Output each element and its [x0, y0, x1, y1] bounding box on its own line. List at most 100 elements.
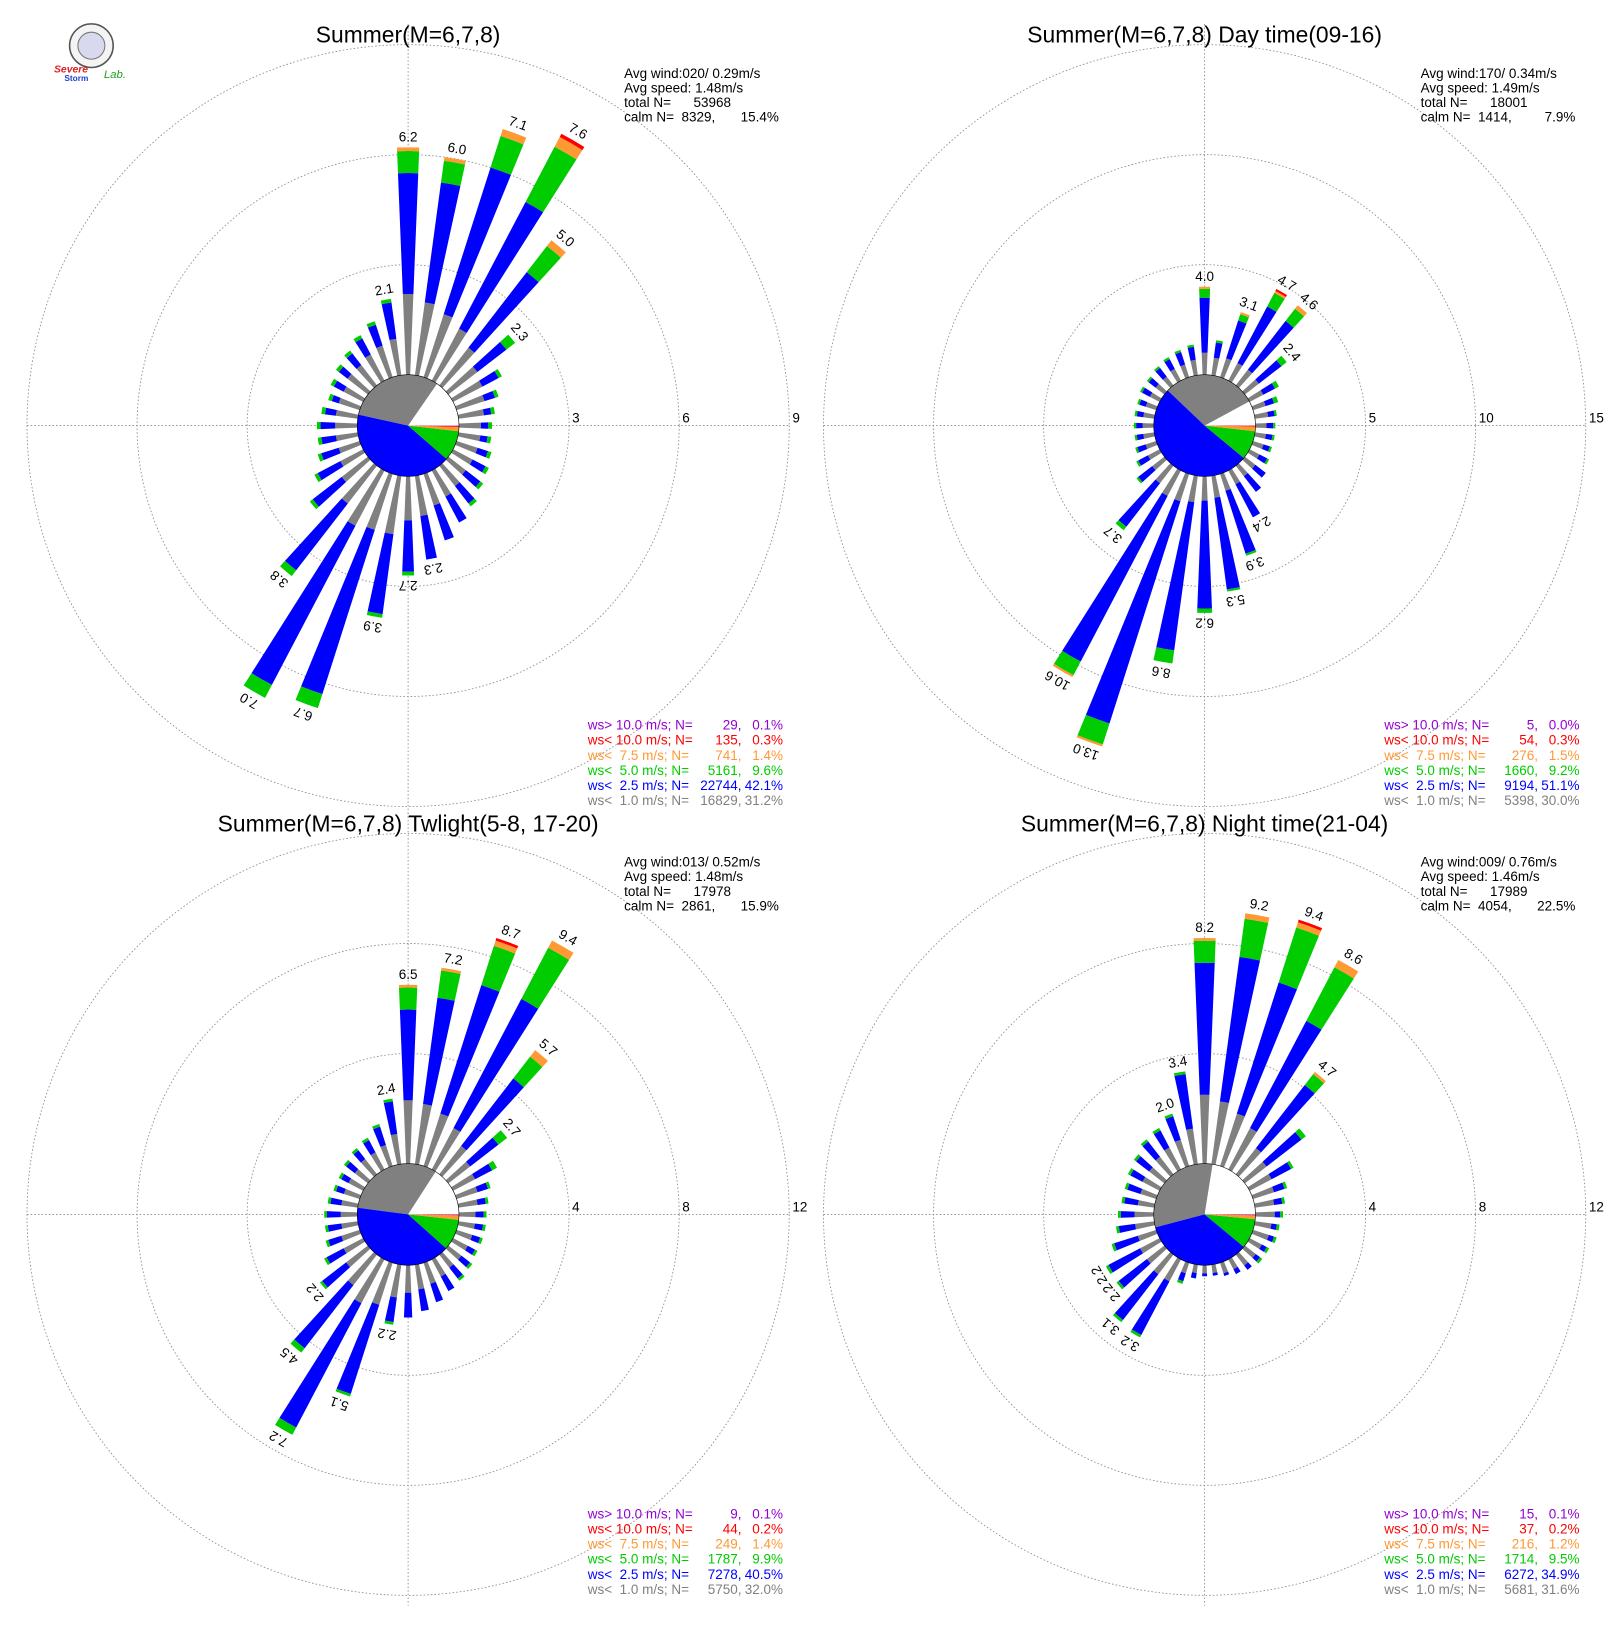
pie-slice	[357, 414, 447, 477]
bar-segment	[414, 1104, 432, 1165]
legend-percent: 32.0%	[745, 1582, 783, 1597]
bar-segment	[431, 328, 467, 383]
bar-segment	[468, 498, 477, 507]
pie-slice	[1153, 1163, 1213, 1228]
r-tick-label: 12	[792, 1199, 807, 1214]
grid-ring	[246, 1053, 570, 1376]
bar-segment	[1134, 1211, 1154, 1218]
chart-title: Summer(M=6,7,8) Night time(21-04)	[1021, 810, 1388, 836]
bar-segment	[341, 1229, 362, 1242]
pie-slice	[408, 425, 459, 459]
bar-segment	[243, 673, 272, 698]
bar-segment	[295, 686, 323, 709]
legend-percent: 34.9%	[1541, 1567, 1579, 1582]
bar-segment	[1154, 366, 1161, 372]
pie-slice	[1167, 374, 1250, 426]
legend-count: 5161,	[708, 763, 742, 778]
bar-segment	[1263, 1247, 1270, 1254]
bar-segment	[423, 472, 440, 506]
bar-segment	[1261, 444, 1270, 452]
bar-segment	[390, 1264, 402, 1298]
bar-segment	[431, 1257, 446, 1277]
bar-segment	[546, 240, 566, 258]
bar-segment	[1127, 1168, 1134, 1176]
calm-percent: 22.5%	[1537, 898, 1575, 913]
bar-segment	[1256, 1257, 1263, 1264]
bar-segment	[1226, 587, 1241, 592]
bar-segment	[1238, 314, 1249, 324]
bar-segment	[325, 1239, 331, 1248]
bar-segment	[478, 1237, 483, 1245]
grid-ring	[136, 943, 680, 1486]
bar-segment	[1190, 359, 1198, 376]
bar-segment	[1313, 1071, 1326, 1084]
bar-segment	[484, 1197, 489, 1204]
logo-text: Storm	[64, 73, 88, 83]
bar-segment	[1140, 1188, 1158, 1199]
bar-segment	[343, 1238, 366, 1254]
bar-segment	[1118, 479, 1161, 527]
bar-segment	[1245, 549, 1257, 556]
bar-segment	[326, 1211, 341, 1218]
bar-segment	[1120, 1211, 1135, 1218]
calm-count: calm N= 1414,	[1421, 109, 1512, 124]
bar-segment	[324, 1257, 331, 1266]
logo-text: Lab.	[104, 69, 126, 81]
grid-ring	[1043, 1053, 1366, 1376]
legend-count: 15,	[1519, 1507, 1538, 1522]
bar-segment	[326, 1248, 347, 1264]
bar-segment	[445, 456, 466, 475]
bar-segment	[1146, 376, 1153, 383]
bar-segment	[455, 441, 478, 454]
bar-segment	[1235, 463, 1248, 477]
legend-label: ws< 1.0 m/s; N=	[587, 1582, 689, 1597]
bar-segment	[1244, 913, 1270, 923]
bar-segment	[475, 1211, 484, 1218]
stat-line: total N= 18001	[1421, 95, 1528, 110]
bar-segment	[1273, 410, 1277, 417]
bar-segment	[473, 1223, 484, 1231]
logo: Severe Storm Lab.	[54, 23, 126, 83]
bar-segment	[493, 940, 518, 954]
bar-segment	[488, 1160, 498, 1171]
bar-segment	[1115, 520, 1127, 531]
legend-label: ws< 5.0 m/s; N=	[587, 1552, 689, 1567]
bar-segment	[1240, 312, 1250, 318]
bar-segment	[490, 136, 524, 175]
bar-segment	[492, 389, 499, 398]
bar-segment	[1165, 1116, 1181, 1142]
bar-segment	[1219, 956, 1261, 1103]
legend-percent: 51.1%	[1541, 778, 1579, 793]
stat-line: Avg speed: 1.48m/s	[624, 869, 743, 884]
bar-segment	[458, 422, 482, 429]
bar-segment	[458, 1211, 476, 1218]
bar-segment	[341, 456, 371, 483]
bar-segment	[457, 1274, 465, 1281]
bar-segment	[398, 984, 418, 988]
bar-segment	[384, 1320, 394, 1325]
wind-rose: 5 10 154.03.14.74.62.42.43.95.36.28.613.01…	[823, 22, 1604, 817]
bar-segment	[1114, 1270, 1159, 1320]
pie-slice	[1204, 425, 1256, 432]
bar-segment	[1201, 352, 1208, 375]
bar-segment	[384, 1296, 397, 1323]
bar-segment	[1177, 1271, 1186, 1282]
bar-segment	[312, 476, 347, 507]
legend-count: 5750,	[708, 1582, 742, 1597]
bar-segment	[1135, 447, 1140, 454]
bar-label: 4.0	[1195, 269, 1214, 284]
bar-segment	[1174, 1139, 1190, 1168]
bar-segment	[380, 1145, 393, 1168]
bar-segment	[418, 1288, 429, 1312]
bar-segment	[404, 476, 412, 521]
legend-count: 1714,	[1504, 1552, 1538, 1567]
bar-segment	[1136, 410, 1145, 418]
pie-slice	[1204, 1214, 1256, 1216]
calm-circle	[356, 1163, 460, 1266]
legend-label: ws< 7.5 m/s; N=	[587, 748, 689, 763]
bar-segment	[1117, 1210, 1121, 1218]
bar-segment	[1273, 422, 1276, 429]
bar-segment	[317, 453, 324, 462]
bar-segment	[1242, 456, 1256, 469]
r-tick-label: 15	[1589, 410, 1604, 425]
